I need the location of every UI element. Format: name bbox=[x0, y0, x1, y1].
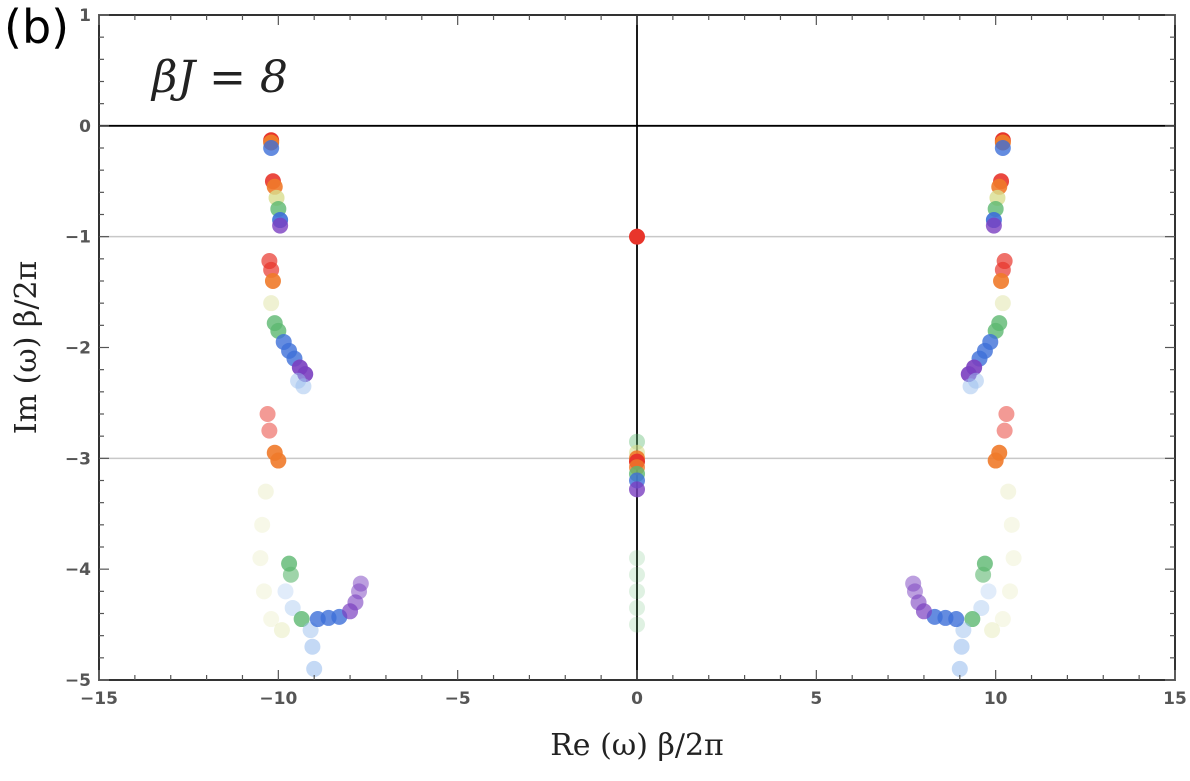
data-point bbox=[257, 483, 274, 500]
data-point bbox=[962, 378, 979, 395]
panel-label: (b) bbox=[4, 0, 70, 54]
data-point bbox=[263, 140, 280, 156]
data-point bbox=[1000, 483, 1017, 500]
data-point bbox=[985, 217, 1002, 234]
data-point bbox=[263, 295, 280, 312]
data-point bbox=[629, 433, 645, 450]
y-tick-label: 1 bbox=[79, 6, 91, 26]
data-point bbox=[994, 140, 1011, 156]
y-tick-label: 0 bbox=[79, 117, 91, 137]
data-point bbox=[277, 583, 294, 600]
x-tick-label: 5 bbox=[810, 689, 822, 709]
y-tick-label: −2 bbox=[65, 339, 91, 359]
x-tick-label: 0 bbox=[631, 689, 643, 709]
zero-axis-lines bbox=[99, 15, 1175, 680]
data-point bbox=[629, 228, 645, 245]
data-point bbox=[629, 481, 645, 498]
data-point bbox=[993, 273, 1010, 289]
data-point bbox=[994, 295, 1011, 312]
data-point bbox=[304, 638, 321, 655]
data-point bbox=[352, 575, 369, 592]
x-tick-label: 15 bbox=[1163, 689, 1187, 709]
data-point bbox=[284, 599, 301, 616]
data-point bbox=[272, 217, 289, 234]
data-point bbox=[980, 583, 997, 600]
data-point bbox=[295, 378, 312, 395]
y-tick-label: −4 bbox=[65, 560, 91, 580]
data-point bbox=[984, 622, 1001, 639]
data-point bbox=[261, 422, 278, 439]
data-point bbox=[1005, 550, 1022, 567]
data-point bbox=[987, 452, 1004, 469]
data-point bbox=[282, 566, 299, 583]
data-point bbox=[905, 575, 922, 592]
data-point bbox=[964, 611, 981, 628]
data-point bbox=[629, 616, 645, 633]
data-point bbox=[270, 452, 287, 469]
data-point bbox=[998, 406, 1015, 422]
data-point bbox=[255, 583, 272, 600]
data-point bbox=[629, 583, 645, 600]
data-point bbox=[1003, 516, 1020, 533]
x-tick-label: −10 bbox=[259, 689, 297, 709]
y-tick-label: −1 bbox=[65, 228, 91, 248]
data-point bbox=[306, 660, 323, 677]
y-tick-label: −5 bbox=[65, 671, 91, 691]
data-point bbox=[994, 611, 1011, 628]
data-point bbox=[953, 638, 970, 655]
data-point bbox=[629, 599, 645, 616]
data-point bbox=[264, 273, 281, 289]
data-point bbox=[629, 566, 645, 583]
x-tick-label: 10 bbox=[984, 689, 1008, 709]
data-point bbox=[254, 516, 271, 533]
data-point bbox=[973, 599, 990, 616]
data-point bbox=[263, 611, 280, 628]
data-point bbox=[259, 406, 276, 422]
data-point bbox=[951, 660, 968, 677]
data-point bbox=[273, 622, 290, 639]
y-tick-label: −3 bbox=[65, 449, 91, 469]
x-tick-label: −15 bbox=[80, 689, 118, 709]
beta-j-annotation: βJ = 8 bbox=[150, 52, 288, 103]
data-point bbox=[629, 550, 645, 567]
x-axis-title: Re (ω) β/2π bbox=[550, 728, 724, 763]
x-tick-label: −5 bbox=[445, 689, 471, 709]
data-points bbox=[252, 132, 1022, 677]
data-point bbox=[252, 550, 269, 567]
y-axis-title: Im (ω) β/2π bbox=[9, 261, 44, 435]
data-point bbox=[996, 422, 1013, 439]
data-point bbox=[293, 611, 310, 628]
data-point bbox=[1002, 583, 1019, 600]
data-point bbox=[975, 566, 992, 583]
